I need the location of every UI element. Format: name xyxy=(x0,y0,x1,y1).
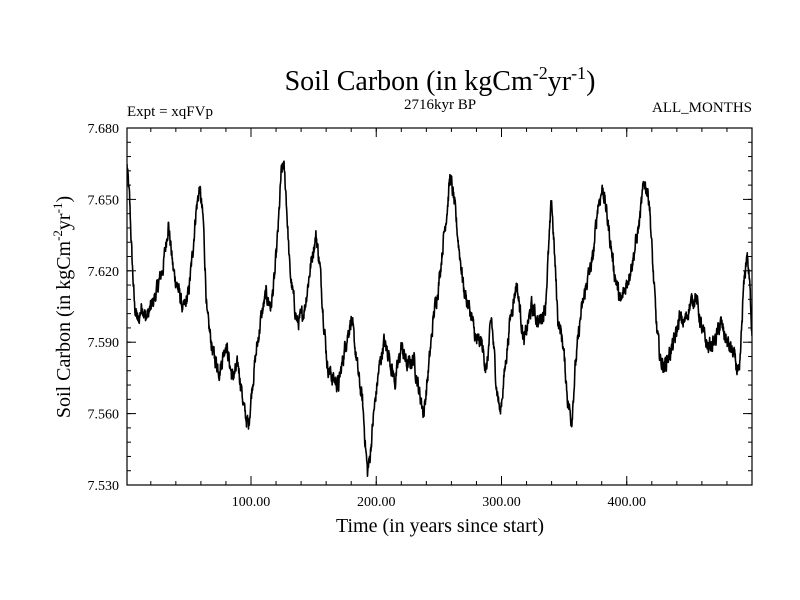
y-tick-label: 7.620 xyxy=(88,265,120,280)
experiment-label: Expt = xqFVp xyxy=(127,104,213,120)
y-tick-label: 7.590 xyxy=(88,336,120,351)
axis-ticks xyxy=(127,127,752,486)
chart-subtitle: 2716kyr BP xyxy=(404,97,476,113)
x-tick-label: 300.00 xyxy=(482,495,521,510)
series-line-soil-carbon xyxy=(127,160,752,477)
x-tick-label: 200.00 xyxy=(357,495,396,510)
y-axis-label: Soil Carbon (in kgCm-2yr-1) xyxy=(50,196,75,418)
y-tick-label: 7.530 xyxy=(88,479,120,494)
y-tick-label: 7.650 xyxy=(88,193,120,208)
x-axis-label: Time (in years since start) xyxy=(336,515,544,537)
y-tick-label: 7.560 xyxy=(88,408,120,423)
y-tick-label: 7.680 xyxy=(88,122,120,137)
axis-tick-labels: 100.00 200.00 300.00 400.00 7.530 7.560 7.590 7… xyxy=(88,122,646,510)
x-tick-label: 100.00 xyxy=(232,495,271,510)
x-tick-label: 400.00 xyxy=(607,495,646,510)
plot-frame xyxy=(126,127,753,486)
months-label: ALL_MONTHS xyxy=(652,100,752,116)
chart-title: Soil Carbon (in kgCm-2yr-1) xyxy=(285,63,596,97)
series-group xyxy=(127,160,752,477)
